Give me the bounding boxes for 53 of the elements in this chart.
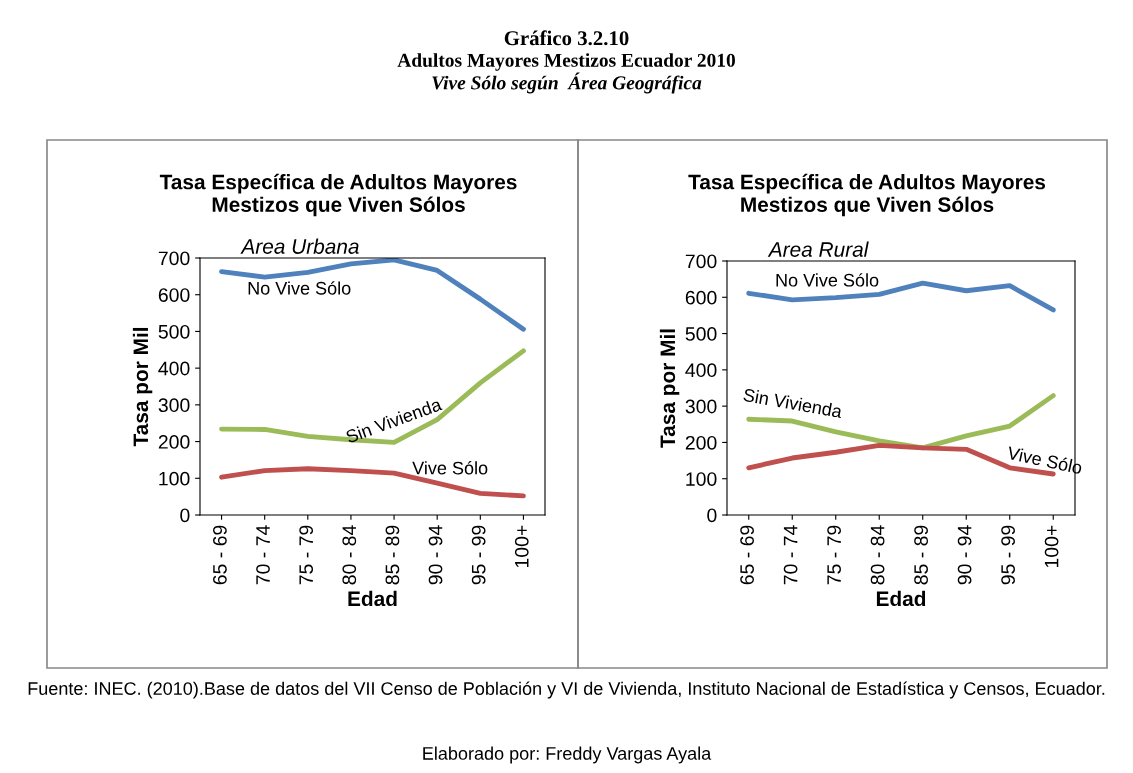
- series-label: No Vive Sólo: [776, 273, 879, 287]
- y-tick-label: 700: [685, 254, 717, 269]
- x-tick-label: 75 - 79: [299, 525, 314, 585]
- x-tick-label: 65 - 69: [213, 525, 227, 585]
- y-tick-label: 0: [707, 508, 717, 523]
- y-tick-label: 600: [685, 290, 717, 305]
- x-tick-label: 95 - 99: [1001, 525, 1015, 585]
- text: Vive Sólo: [1006, 445, 1083, 475]
- x-tick-label: 90 - 94: [428, 525, 443, 585]
- x-tick-label: 70 - 74: [783, 525, 798, 585]
- y-axis-title: Tasa por Mil: [659, 329, 680, 448]
- chart-subtitle: Area Rural: [767, 241, 869, 257]
- source-note: Fuente: INEC. (2010).Base de datos del VII Censo de Población y VI de Vivienda, Instituto Nacional de Estadística y Censos, Ecuador.: [28, 681, 1105, 699]
- x-axis-title: Edad: [876, 590, 926, 607]
- x-axis-title: Edad: [348, 590, 397, 607]
- text: Sin Vivienda: [344, 397, 443, 444]
- x-tick-label: 95 - 99: [471, 525, 486, 585]
- x-tick-label: 65 - 69: [740, 525, 754, 585]
- text: Gráfico 3.2.10: [504, 30, 629, 46]
- y-tick-label: 0: [180, 508, 190, 523]
- y-tick-label: 700: [158, 251, 190, 266]
- y-tick-label: 300: [158, 398, 190, 413]
- y-axis-title: Tasa por Mil: [132, 327, 153, 447]
- x-tick-label: 90 - 94: [957, 525, 972, 585]
- series-label: No Vive Sólo: [248, 281, 351, 295]
- text: Sin Vivienda: [742, 387, 843, 419]
- line-series: [219, 348, 526, 445]
- y-tick-label: 200: [685, 435, 717, 450]
- y-tick-label: 400: [158, 361, 190, 376]
- chart-title: Tasa Específica de Adultos Mayores Mestizos que Viven Sólos: [688, 173, 1046, 217]
- y-tick-label: 500: [685, 327, 717, 341]
- x-tick-label: 85 - 89: [914, 525, 928, 585]
- x-tick-label: 70 - 74: [256, 525, 270, 585]
- text: Elaborado por: Freddy Vargas Ayala: [423, 746, 712, 764]
- line-series: [219, 258, 526, 332]
- series-label: Vive Sólo: [412, 460, 488, 475]
- x-tick-label: 85 - 89: [385, 525, 400, 585]
- x-tick-label: 100+: [514, 525, 529, 568]
- y-tick-label: 100: [686, 472, 717, 486]
- text: Vive Sólo según Área Geográfica: [432, 72, 702, 94]
- chart-title: Tasa Específica de Adultos Mayores Mestizos que Viven Sólos: [159, 173, 517, 217]
- y-tick-label: 600: [158, 288, 190, 302]
- y-tick-label: 500: [158, 324, 190, 339]
- y-tick-label: 200: [158, 435, 190, 449]
- y-tick-label: 300: [685, 399, 717, 414]
- y-tick-label: 100: [159, 471, 190, 486]
- x-tick-label: 100+: [1044, 525, 1059, 568]
- x-tick-label: 80 - 84: [870, 525, 885, 585]
- y-tick-label: 400: [685, 363, 717, 378]
- chart-subtitle: Area Urbana: [240, 238, 359, 254]
- text: Adultos Mayores Mestizos Ecuador 2010: [397, 53, 735, 71]
- x-tick-label: 80 - 84: [342, 525, 357, 585]
- x-tick-label: 75 - 79: [827, 525, 841, 585]
